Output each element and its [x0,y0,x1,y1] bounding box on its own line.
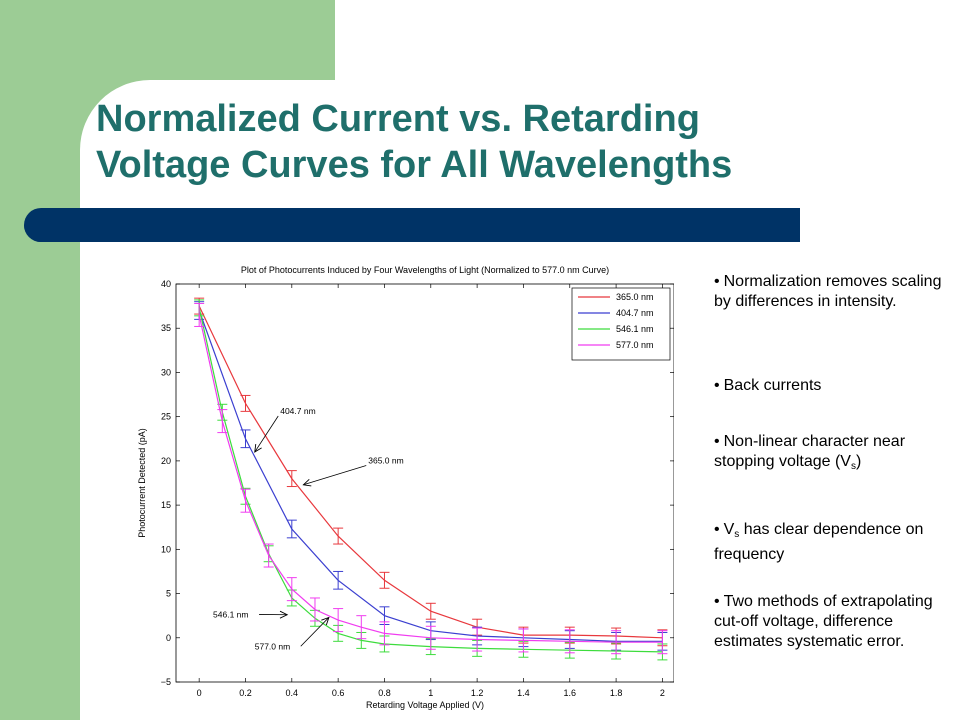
x-tick-label: 0.4 [286,688,299,698]
x-tick-label: 1 [428,688,433,698]
bullet-text-end: has clear dependence on frequency [714,521,924,563]
annotation-arrow-head [321,616,330,626]
legend-label: 404.7 nm [616,308,654,318]
y-tick-label: 15 [161,500,171,510]
annotation-label: 546.1 nm [213,609,248,619]
annotation-label: 404.7 nm [280,406,315,416]
x-tick-label: 0.8 [378,688,391,698]
x-tick-label: 1.4 [517,688,530,698]
bullet-normalization: • Normalization removes scaling by differ… [714,273,942,310]
annotation-arrow-line [303,465,367,486]
annotation-label: 365.0 nm [368,456,403,466]
y-tick-label: 10 [161,544,171,554]
legend-label: 577.0 nm [616,340,654,350]
series-577-0-nm [194,302,668,655]
legend-label: 365.0 nm [616,292,654,302]
chart-title: Plot of Photocurrents Induced by Four Wa… [241,265,609,275]
x-tick-label: 0 [197,688,202,698]
bullet-non-linear: • Non-linear character near stopping volt… [714,433,906,472]
y-tick-label: 5 [166,589,171,599]
legend-label: 546.1 nm [616,324,654,334]
y-tick-label: 25 [161,412,171,422]
bullet-text: Two methods of extrapolating cut-off vol… [714,593,933,650]
x-axis-label: Retarding Voltage Applied (V) [366,700,484,710]
bullet-text: Non-linear character near stopping volta… [714,433,906,470]
x-tick-label: 1.2 [471,688,484,698]
annotation-label: 577.0 nm [255,641,290,651]
bullet-subscript: s [734,529,740,540]
series-layer [194,297,668,661]
chart-frame: Plot of Photocurrents Induced by Four Wa… [132,256,674,716]
bullet-text: V [723,521,735,538]
bullet-text: Back currents [723,377,822,394]
y-tick-label: 0 [166,633,171,643]
axis-ticks: 0 0.2 0.4 0.6 0.8 1 1.2 1.4 1.6 1.8 2 −5 0 5 10 15 20 25 3… [161,279,674,698]
y-tick-label: 20 [161,456,171,466]
x-tick-label: 0.6 [332,688,345,698]
photocurrent-chart: Plot of Photocurrents Induced by Four Wa… [137,265,674,710]
bullet-two-methods: • Two methods of extrapolating cut-off vo… [714,593,933,650]
annotation-arrow-head [302,479,312,487]
slide-title-line-1: Normalized Current vs. Retarding [96,98,700,140]
y-tick-label: −5 [161,677,171,687]
annotation-arrow-head [254,444,262,453]
annotation-arrow-line [254,415,279,453]
y-tick-label: 40 [161,279,171,289]
bullet-back-currents: • Back currents [714,377,822,394]
x-tick-label: 1.8 [610,688,623,698]
title-underline-bar [24,208,800,242]
y-axis-label: Photocurrent Detected (pA) [137,428,147,538]
x-tick-label: 2 [660,688,665,698]
title-underline-bar-tail [24,225,84,242]
bullet-vs-dependence: • Vs has clear dependence on frequency [714,521,924,563]
slide-title-line-2: Voltage Curves for All Wavelengths [96,144,733,186]
bullet-text-end: ) [855,453,862,470]
bullet-text: Normalization removes scaling by differe… [714,273,942,310]
x-tick-label: 1.6 [564,688,577,698]
chart-legend: 365.0 nm 404.7 nm 546.1 nm 577.0 nm [571,287,671,361]
y-tick-label: 35 [161,323,171,333]
slide-title: Normalized Current vs. Retarding Voltage… [96,96,936,188]
legend-box [571,287,671,361]
x-tick-label: 0.2 [239,688,252,698]
bullet-subscript: s [850,461,856,472]
y-tick-label: 30 [161,367,171,377]
annotation-arrow-line [300,617,330,647]
annotation-layer: 404.7 nm 365.0 nm 546.1 nm 577.0 nm [213,406,404,651]
annotation-arrow-head [279,610,289,619]
